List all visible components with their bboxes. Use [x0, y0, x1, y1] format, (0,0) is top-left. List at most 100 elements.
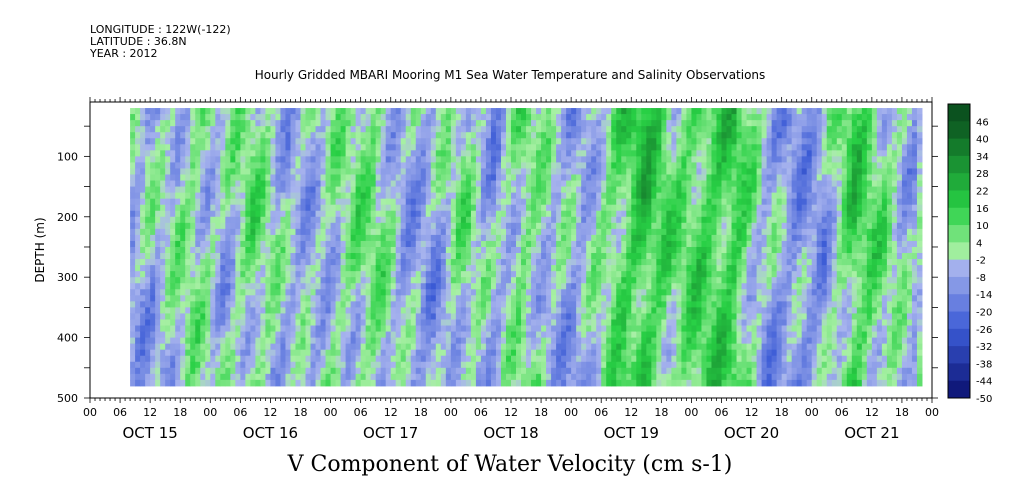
heatmap-cell	[225, 325, 231, 333]
heatmap-cell	[155, 283, 161, 290]
heatmap-cell	[175, 228, 181, 236]
heatmap-cell	[551, 114, 557, 121]
heatmap-cell	[215, 307, 221, 314]
heatmap-cell	[215, 373, 221, 381]
heatmap-cell	[355, 132, 362, 139]
heatmap-cell	[566, 150, 572, 157]
heatmap-cell	[230, 331, 236, 339]
heatmap-cell	[445, 108, 452, 115]
heatmap-cell	[145, 343, 151, 351]
heatmap-cell	[656, 186, 662, 194]
heatmap-cell	[626, 216, 632, 224]
heatmap-cell	[606, 253, 612, 260]
heatmap-cell	[230, 186, 236, 194]
heatmap-cell	[300, 138, 307, 145]
heatmap-cell	[140, 331, 146, 339]
heatmap-cell	[335, 331, 342, 339]
heatmap-cell	[130, 271, 136, 278]
heatmap-cell	[475, 289, 482, 296]
heatmap-cell	[140, 253, 146, 260]
heatmap-cell	[385, 108, 392, 115]
heatmap-cell	[671, 150, 677, 157]
heatmap-cell	[210, 355, 216, 363]
heatmap-cell	[435, 150, 442, 157]
heatmap-cell	[255, 361, 261, 369]
heatmap-cell	[250, 150, 256, 157]
heatmap-cell	[305, 198, 312, 206]
heatmap-cell	[310, 301, 317, 308]
heatmap-cell	[340, 373, 347, 381]
heatmap-cell	[225, 259, 231, 266]
heatmap-cell	[495, 168, 502, 175]
heatmap-cell	[666, 192, 672, 200]
heatmap-cell	[586, 313, 592, 320]
heatmap-cell	[480, 222, 487, 230]
heatmap-cell	[596, 120, 602, 127]
heatmap-cell	[295, 289, 301, 296]
heatmap-cell	[345, 373, 352, 381]
heatmap-cell	[601, 144, 607, 151]
heatmap-cell	[360, 367, 367, 375]
heatmap-cell	[360, 289, 367, 296]
heatmap-cell	[205, 337, 211, 345]
heatmap-cell	[656, 271, 662, 278]
heatmap-cell	[215, 108, 221, 115]
heatmap-cell	[511, 367, 517, 375]
heatmap-cell	[576, 313, 582, 320]
heatmap-cell	[505, 216, 512, 224]
heatmap-cell	[310, 216, 317, 224]
heatmap-cell	[576, 301, 582, 308]
heatmap-cell	[465, 144, 472, 151]
heatmap-cell	[561, 150, 567, 157]
heatmap-cell	[566, 343, 572, 351]
heatmap-cell	[290, 240, 296, 248]
heatmap-cell	[285, 108, 291, 115]
heatmap-cell	[310, 162, 317, 169]
heatmap-cell	[275, 295, 281, 302]
heatmap-cell	[170, 132, 176, 139]
heatmap-cell	[245, 295, 251, 302]
heatmap-cell	[601, 198, 607, 206]
heatmap-cell	[671, 138, 677, 145]
heatmap-cell	[646, 120, 652, 127]
heatmap-cell	[265, 162, 271, 169]
heatmap-cell	[526, 265, 532, 272]
heatmap-cell	[516, 277, 522, 284]
heatmap-cell	[646, 156, 652, 163]
heatmap-cell	[270, 150, 276, 157]
heatmap-cell	[295, 108, 301, 115]
heatmap-cell	[310, 325, 317, 333]
heatmap-cell	[475, 222, 482, 230]
heatmap-cell	[415, 271, 422, 278]
heatmap-cell	[380, 180, 387, 188]
heatmap-cell	[410, 355, 417, 363]
heatmap-cell	[395, 228, 402, 236]
heatmap-cell	[556, 265, 562, 272]
heatmap-cell	[290, 210, 296, 218]
heatmap-cell	[160, 283, 166, 290]
heatmap-cell	[280, 307, 286, 314]
heatmap-cell	[561, 228, 567, 236]
heatmap-cell	[260, 180, 266, 188]
heatmap-cell	[505, 361, 512, 369]
heatmap-cell	[460, 216, 467, 224]
heatmap-cell	[636, 253, 642, 260]
heatmap-cell	[325, 301, 332, 308]
heatmap-cell	[661, 259, 667, 266]
heatmap-cell	[566, 277, 572, 284]
heatmap-cell	[295, 114, 301, 121]
heatmap-cell	[606, 180, 612, 188]
heatmap-cell	[350, 355, 357, 363]
heatmap-cell	[250, 132, 256, 139]
heatmap-cell	[140, 319, 146, 327]
heatmap-cell	[340, 114, 347, 121]
heatmap-cell	[551, 379, 557, 387]
heatmap-cell	[435, 295, 442, 302]
heatmap-cell	[556, 204, 562, 212]
heatmap-cell	[195, 240, 201, 248]
heatmap-cell	[611, 246, 617, 254]
heatmap-cell	[440, 168, 447, 175]
heatmap-cell	[215, 361, 221, 369]
heatmap-cell	[240, 355, 246, 363]
heatmap-cell	[150, 295, 156, 302]
